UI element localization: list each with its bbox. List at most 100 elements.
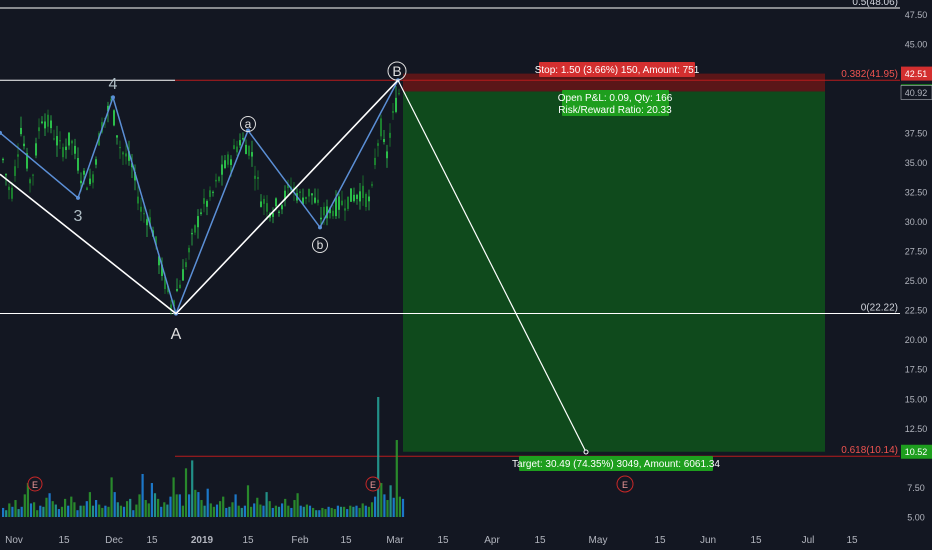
volume-bar (367, 506, 370, 517)
candle-body (245, 144, 247, 155)
wave-label-B-circle (387, 61, 407, 81)
volume-bar (110, 477, 113, 517)
candle-body (56, 136, 58, 146)
volume-bar (42, 506, 45, 517)
candle-body (137, 196, 139, 204)
candle-body (110, 99, 112, 101)
price-tick-4: 40.92 (905, 88, 928, 98)
volume-bar (45, 497, 48, 517)
volume-bar (126, 501, 129, 517)
volume-bar (386, 500, 389, 517)
price-tick-5: 37.50 (905, 128, 928, 138)
candle-body (107, 105, 109, 112)
wave-label-4: 4 (109, 76, 118, 93)
volume-bar (389, 485, 392, 517)
volume-bar (222, 496, 225, 517)
candle-body (8, 186, 10, 191)
volume-bar (380, 483, 383, 517)
volume-bar (346, 509, 349, 517)
volume-bar (361, 503, 364, 517)
wave-label-A: A (171, 326, 182, 343)
fib-label-1: 0.382(41.95) (841, 69, 898, 80)
candle-body (14, 166, 16, 176)
candle-body (29, 179, 31, 184)
candle-body (299, 191, 301, 194)
volume-bar (318, 510, 321, 517)
candle-body (62, 147, 64, 158)
volume-bars (2, 397, 405, 517)
volume-bar (358, 507, 361, 517)
volume-bar (243, 505, 246, 517)
candle-body (77, 158, 79, 171)
volume-bar (240, 507, 243, 517)
price-tick-6: 35.00 (905, 158, 928, 168)
candle-body (146, 219, 148, 226)
candle-body (185, 262, 187, 268)
wave-label-a-circle (240, 116, 256, 132)
fib-label-2: 0(22.22) (861, 302, 898, 313)
candle-body (386, 151, 388, 159)
price-tick-2: 42.51 (905, 69, 928, 79)
candle-body (71, 140, 73, 144)
volume-bar (141, 473, 144, 517)
volume-bar (67, 505, 70, 517)
volume-bar (364, 505, 367, 517)
volume-bar (308, 505, 312, 517)
volume-bar (203, 505, 206, 517)
volume-bar (54, 504, 57, 517)
time-axis[interactable]: Nov 15 Dec 15 2019 15 Feb 15 Mar 15 Apr 15 May 15 Jun 1… (0, 530, 932, 550)
volume-bar (107, 506, 110, 517)
volume-bar (234, 494, 237, 517)
candle-body (362, 185, 364, 199)
volume-bar (268, 501, 271, 517)
candle-body (80, 180, 82, 184)
volume-bar (401, 498, 405, 517)
candle-body (143, 213, 145, 215)
candle-body (59, 140, 61, 142)
stop-zone[interactable] (403, 73, 825, 92)
wave-lines[interactable] (0, 79, 399, 315)
candle-body (218, 176, 220, 182)
volume-bar (246, 485, 250, 517)
candle-body (182, 269, 184, 281)
time-tick-10: Apr (484, 535, 500, 546)
price-axis[interactable]: 47.5045.0042.5141.0140.9237.5035.0032.50… (900, 0, 932, 530)
wave-line (0, 79, 399, 315)
price-tick-0: 47.50 (905, 10, 928, 20)
stop-label-box: Stop: 1.50 (3.66%) 150, Amount: 751 (535, 62, 700, 77)
volume-bar (138, 494, 141, 517)
candle-body (32, 174, 34, 176)
volume-bar (262, 505, 265, 517)
volume-bar (175, 494, 178, 517)
candle-body (191, 233, 193, 235)
position-zones[interactable] (403, 73, 825, 452)
volume-bar (200, 500, 203, 517)
volume-bar (253, 503, 256, 517)
earnings-marker-1: E (27, 476, 43, 492)
earnings-markers[interactable]: E E E (27, 475, 634, 493)
candle-body (260, 201, 262, 207)
profit-zone[interactable] (403, 91, 825, 452)
candle-body (176, 289, 178, 291)
price-tick-10: 25.00 (905, 276, 928, 286)
candle-body (215, 179, 217, 182)
volume-bar (352, 506, 355, 517)
candle-body (305, 196, 307, 199)
wave-label-B: B (392, 63, 401, 79)
volume-bar (219, 501, 222, 517)
volume-bar (339, 506, 343, 517)
candle-body (380, 118, 382, 137)
projection-target-point (583, 449, 589, 455)
candle-body (251, 152, 253, 157)
volume-bar (194, 489, 197, 517)
volume-bar (20, 506, 23, 517)
volume-bar (290, 507, 293, 517)
volume-bar (166, 504, 169, 517)
candle-body (53, 138, 55, 140)
candle-body (2, 158, 4, 161)
risk-reward-label: Risk/Reward Ratio: 20.33 (558, 105, 672, 116)
volume-bar (265, 492, 268, 517)
volume-bar (29, 503, 33, 517)
volume-bar (383, 494, 386, 517)
